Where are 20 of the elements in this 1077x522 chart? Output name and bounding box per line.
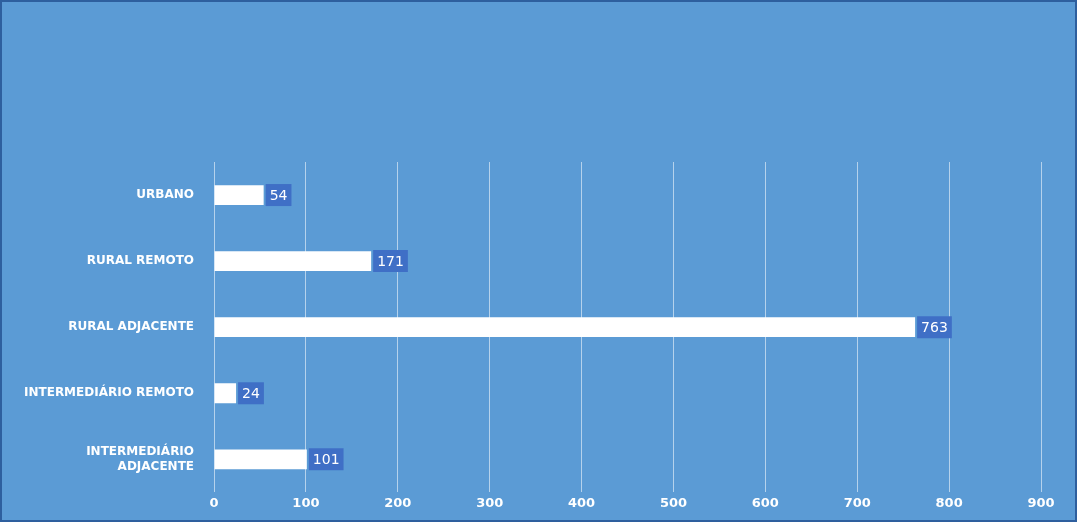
y-tick-label: RURAL ADJACENTE xyxy=(68,319,195,334)
x-tick-label: 900 xyxy=(1027,494,1055,510)
x-tick-label: 100 xyxy=(292,494,320,510)
x-tick-label: 800 xyxy=(935,494,963,510)
data-label: 24 xyxy=(242,384,260,401)
x-tick-label: 300 xyxy=(476,494,504,510)
y-tick-label: INTERMEDIÁRIO REMOTO xyxy=(23,384,195,400)
x-tick-label: 500 xyxy=(659,494,688,510)
y-tick-label: RURAL REMOTO xyxy=(86,253,195,268)
x-tick-label: 0 xyxy=(209,494,219,510)
data-label: 763 xyxy=(921,318,948,335)
data-label: 54 xyxy=(269,186,288,203)
x-tick-label: 700 xyxy=(843,494,871,510)
x-tick-label: 200 xyxy=(384,494,412,510)
y-tick-label: INTERMEDIÁRIO ADJACENTE xyxy=(86,443,195,473)
data-label: 171 xyxy=(377,252,404,269)
x-tick-label: 600 xyxy=(751,494,779,510)
y-tick-label: URBANO xyxy=(136,187,195,202)
x-tick-label: 400 xyxy=(568,494,596,510)
data-label: 101 xyxy=(312,451,340,467)
